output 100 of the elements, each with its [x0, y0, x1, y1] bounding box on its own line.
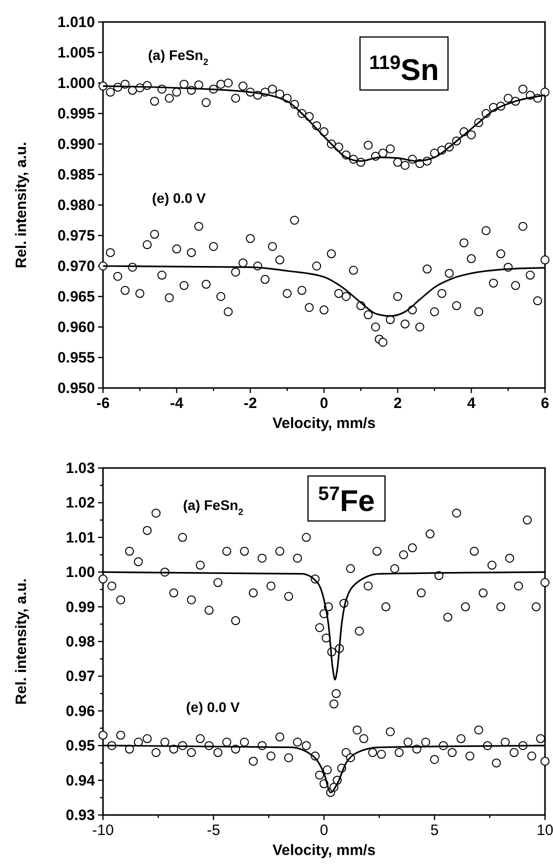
point: [510, 748, 519, 758]
y-axis-title: Rel. intensity, a.u.: [13, 578, 30, 705]
point: [443, 612, 452, 622]
point: [460, 602, 470, 612]
y-tick-label: 0.99: [66, 598, 95, 616]
point: [376, 750, 386, 759]
y-tick-label: 0.960: [57, 319, 95, 336]
point: [266, 752, 276, 761]
point: [116, 730, 126, 740]
x-tick-label: -5: [206, 822, 220, 839]
series-label: (a) FeSn$_{2}$: [183, 497, 244, 517]
point: [142, 526, 152, 535]
y-tick-label: 1.01: [66, 529, 95, 546]
point: [536, 734, 546, 744]
series-label: (e) 0.0 V: [152, 190, 206, 206]
point: [169, 588, 178, 598]
y-tick-label: 0.975: [57, 228, 95, 244]
point: [470, 546, 479, 556]
point: [152, 508, 161, 518]
point: [540, 578, 550, 588]
point: [302, 532, 311, 542]
point: [532, 602, 541, 612]
point: [408, 543, 417, 552]
point: [403, 738, 412, 747]
point: [284, 592, 294, 601]
x-tick-label: 10: [536, 822, 553, 839]
x-tick-label: -6: [96, 395, 110, 412]
y-tick-label: 0.93: [66, 807, 95, 824]
point: [315, 623, 324, 632]
series-label: (e) 0.0 V: [186, 699, 240, 715]
point: [452, 508, 462, 518]
y-tick-label: 0.995: [57, 106, 95, 122]
x-tick-label: 2: [393, 395, 402, 412]
point: [329, 699, 338, 708]
x-axis-title: Velocity, mm/s: [272, 415, 376, 432]
point: [266, 581, 276, 590]
point: [527, 752, 536, 761]
point: [134, 557, 143, 566]
point: [248, 756, 258, 766]
x-tick-label: 4: [467, 395, 476, 412]
point: [98, 730, 108, 740]
y-tick-label: 0.98: [66, 634, 95, 650]
point: [421, 738, 430, 747]
annotation: $^{119}$Sn: [369, 52, 439, 87]
point: [540, 756, 550, 766]
point: [284, 753, 294, 762]
annotation: $^{57}$Fe: [318, 483, 375, 518]
point: [522, 516, 532, 525]
point: [292, 738, 302, 747]
point: [416, 588, 426, 598]
point: [456, 734, 466, 744]
x-tick-label: 0: [320, 822, 328, 839]
point: [478, 588, 488, 598]
point: [258, 554, 267, 563]
point: [213, 748, 222, 758]
y-tick-label: 0.965: [57, 288, 95, 306]
y-tick-label: 0.980: [57, 197, 95, 214]
point: [275, 546, 284, 556]
point: [315, 770, 324, 780]
point: [381, 602, 390, 612]
y-tick-label: 0.990: [57, 136, 95, 153]
point: [152, 748, 161, 758]
point: [386, 727, 395, 736]
point: [426, 529, 435, 538]
y-tick-label: 0.95: [66, 738, 95, 755]
point: [448, 748, 457, 758]
point: [352, 725, 362, 734]
x-axis-title: Velocity, mm/s: [272, 842, 376, 859]
y-tick-label: 1.02: [66, 494, 95, 512]
x-tick-label: -10: [92, 822, 114, 839]
point: [196, 734, 205, 744]
y-tick-label: 1.005: [57, 44, 95, 62]
y-axis-title: Rel. intensity, a.u.: [13, 142, 30, 268]
point: [98, 574, 108, 584]
point: [178, 532, 188, 542]
point: [354, 626, 364, 636]
point: [213, 578, 222, 588]
point: [125, 546, 134, 556]
point: [240, 546, 249, 556]
point: [514, 581, 523, 590]
point: [359, 734, 368, 744]
point: [116, 595, 126, 604]
point: [231, 616, 240, 626]
x-tick-label: -4: [170, 395, 184, 412]
x-tick-label: 5: [430, 822, 439, 839]
point: [364, 581, 373, 590]
point: [465, 752, 474, 761]
point: [275, 732, 284, 742]
x-tick-label: 0: [320, 395, 328, 412]
y-tick-label: 1.010: [57, 14, 95, 31]
point: [505, 554, 514, 563]
series-label: (a) FeSn$_{2}$: [148, 47, 208, 67]
y-tick-label: 1.000: [57, 75, 95, 92]
x-tick-label: 6: [540, 395, 550, 412]
point: [292, 554, 302, 563]
point: [302, 741, 311, 750]
point: [368, 748, 378, 758]
point: [487, 560, 496, 570]
point: [240, 738, 249, 747]
y-tick-label: 0.985: [57, 166, 95, 184]
